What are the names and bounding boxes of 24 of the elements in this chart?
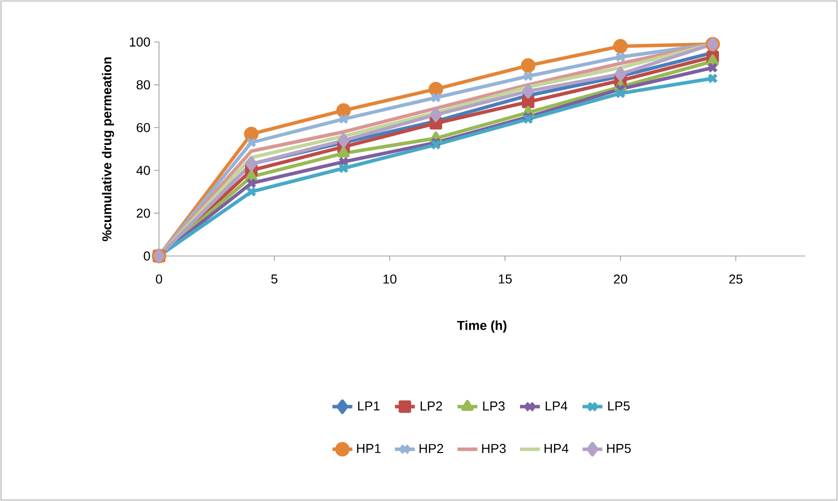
legend-label: HP2 [420,444,444,453]
legend-label: HP3 [482,444,506,454]
legend-label: HP4 [544,444,568,453]
y-tick-label: 80 [136,80,150,90]
y-axis-title: %cumulative drug permeation [102,57,114,242]
x-axis-title: Time (h) [457,320,506,333]
x-tick-label: 10 [384,274,396,284]
legend-label: HP5 [607,444,631,454]
y-tick-label: 40 [136,166,150,175]
legend-label: LP1 [358,401,380,410]
x-tick-label: 15 [498,274,512,284]
legend-label: HP1 [357,444,381,453]
legend-label: LP5 [608,401,630,411]
y-tick-label: 60 [136,123,150,132]
y-tick-label: 20 [136,208,150,218]
x-tick-label: 20 [614,274,628,284]
x-tick-label: 25 [729,274,742,284]
y-tick-label: 0 [144,251,150,261]
legend-label: LP2 [420,401,442,410]
x-tick-label: 5 [271,274,278,284]
legend-label: LP4 [546,401,568,410]
y-tick-label: 100 [130,37,150,47]
legend-label: LP3 [483,401,505,411]
x-tick-label: 0 [156,274,162,284]
